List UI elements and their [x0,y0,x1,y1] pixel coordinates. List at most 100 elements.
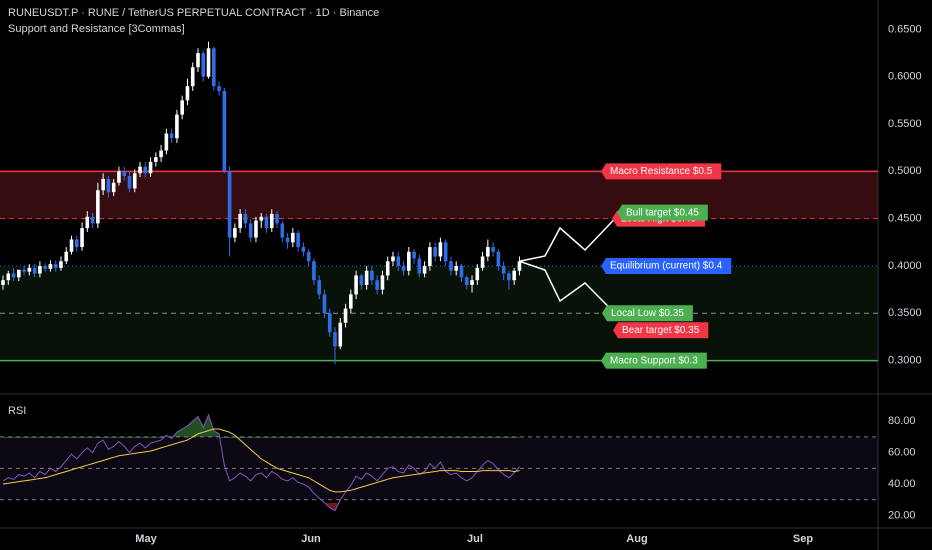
rsi-ma-line [2,428,520,493]
candle-body [291,232,295,243]
candle-body [327,313,332,333]
candle-body [401,265,406,271]
candle-body [248,223,253,238]
candle-body [370,270,374,281]
candle-body [275,213,279,224]
candle-body [6,273,11,281]
candle-body [227,171,232,238]
y-tick-label: 40.00 [888,478,916,490]
candle-body [64,251,69,262]
candle-body [475,267,480,281]
candle-body [517,261,522,271]
candle-body [254,220,258,238]
candle-body [122,171,127,177]
candle-body [143,166,148,174]
candle-body [391,256,395,262]
candle-body [343,308,348,323]
y-tick-label: 0.3000 [888,355,922,367]
candle-body [449,261,453,271]
candle-body [269,213,274,229]
y-tick-label: 0.4000 [888,260,922,272]
candle-body [486,247,490,257]
level-label-box [601,257,732,274]
candle-body [433,247,437,257]
candle-body [59,261,63,268]
candle-body [280,223,285,238]
candle-body [233,228,237,238]
candle-body [48,264,53,269]
candle-body [396,256,401,266]
y-tick-label: 0.6000 [888,71,922,83]
candle-body [38,265,42,274]
resistance-zone [0,171,878,219]
candle-body [17,269,21,278]
candle-body [80,228,84,248]
candle-body [127,176,132,189]
candle-body [333,332,337,347]
rsi-title: RSI [8,405,26,417]
candle-body [85,216,90,229]
candle-body [111,182,116,193]
candle-body [507,273,511,281]
candle-body [217,86,221,91]
target-label-box [617,204,708,221]
candle-body [196,53,200,68]
candle-body [27,267,32,272]
level-label: Macro Support $0.3 [610,355,698,366]
candle-body [74,239,79,248]
level-label: Equilibrium (current) $0.4 [610,261,723,272]
x-tick-label: Jul [467,533,483,545]
candle-body [306,251,311,262]
candle-body [464,277,469,285]
bear-projection [519,260,616,314]
candle-body [480,256,485,268]
candle-body [154,157,158,162]
target-label: Bull target $0.45 [626,207,699,218]
candle-body [101,178,105,191]
candle-body [148,161,153,174]
candle-body [338,322,343,347]
target-label: Bear target $0.35 [622,325,700,336]
candle-body [159,150,163,158]
candle-body [132,173,137,189]
candle-body [180,100,184,115]
candle-body [375,280,379,290]
y-tick-label: 80.00 [888,415,916,427]
candle-body [417,258,422,274]
candle-body [349,294,353,309]
candle-body [238,213,242,229]
candle-body [296,232,300,248]
candle-body [138,166,142,174]
support-zone [0,265,878,361]
indicator-name: Support and Resistance [3Commas] [8,23,185,35]
candle-body [459,265,464,278]
x-tick-label: May [135,533,157,545]
chart-title: RUNEUSDT.P · RUNE / TetherUS PERPETUAL C… [8,7,379,19]
candle-body [32,267,37,274]
candle-body [406,251,411,271]
y-tick-label: 0.5500 [888,118,922,130]
level-label-box [601,163,722,180]
plot: 0.6500 0.6000 0.5500 0.5000 0.4500 0.4000 0.35… [0,23,922,545]
candle-body [512,270,516,281]
level-label: Local Low $0.35 [611,308,684,319]
candle-body [496,251,501,266]
candle-body [412,251,416,259]
candle-body [317,280,321,295]
candle-body [1,280,5,285]
candle-body [359,275,364,285]
candle-body [322,294,327,314]
candle-body [206,48,211,77]
candle-body [312,261,316,281]
candle-body [169,133,174,139]
candle-body [185,86,190,101]
candle-body [96,190,100,224]
candle-body [212,48,216,87]
candle-body [354,275,358,295]
candle-body [11,273,16,278]
candle-body [190,67,195,87]
candle-body [491,247,495,252]
candle-body [69,239,74,252]
candle-body [117,171,121,183]
candle-body [22,269,26,272]
